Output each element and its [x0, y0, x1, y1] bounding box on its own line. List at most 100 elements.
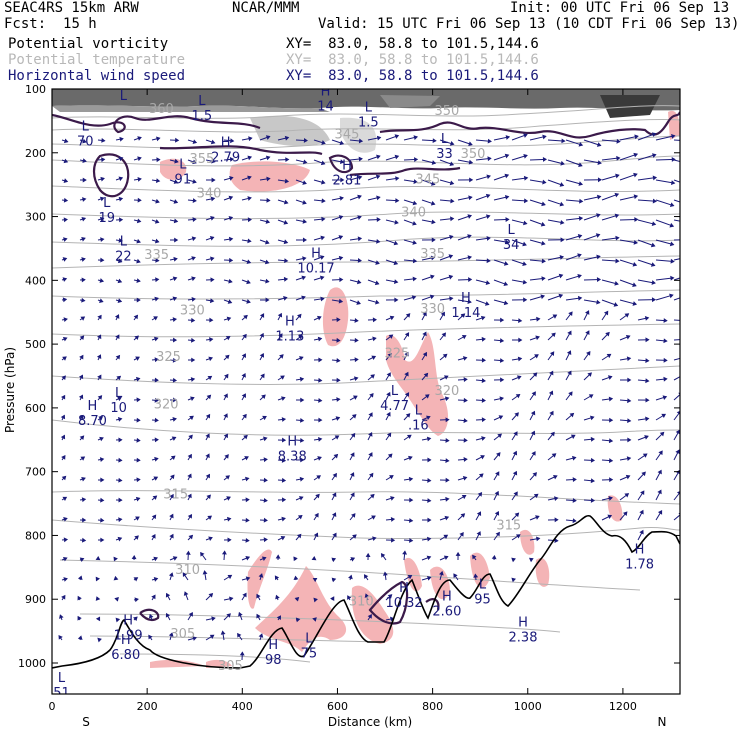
- wind-vector-head: [192, 179, 197, 184]
- wind-vector-head: [371, 355, 377, 360]
- wind-vector-head: [467, 214, 473, 219]
- wind-vector-head: [402, 550, 408, 555]
- wind-vector-head: [577, 253, 582, 258]
- wind-vector-head: [118, 477, 123, 483]
- wind-vector-head: [153, 316, 158, 321]
- wind-vector-head: [633, 172, 638, 178]
- wind-vector-head: [499, 338, 505, 343]
- wind-vector-head: [354, 318, 359, 323]
- wind-vector-head: [302, 200, 307, 205]
- wind-vector-head: [205, 473, 210, 479]
- wind-vector-head: [422, 311, 427, 317]
- wind-vector-head: [616, 155, 621, 161]
- wind-vector-head: [331, 577, 337, 583]
- wind-vector-head: [511, 557, 516, 563]
- wind-vector-head: [263, 517, 268, 523]
- wind-vector-head: [431, 160, 437, 165]
- wind-vector-head: [632, 301, 638, 306]
- wind-vector-head: [404, 371, 409, 377]
- theta-label: 320: [434, 384, 459, 399]
- wind-vector-head: [468, 159, 474, 165]
- wind-vector-head: [115, 334, 120, 340]
- extremum-symbol: H: [268, 638, 278, 653]
- wind-vector-head: [625, 474, 631, 480]
- theta-label: 325: [156, 350, 181, 365]
- wind-vector-head: [173, 199, 179, 204]
- wind-vector-head: [311, 556, 317, 561]
- forecast-hour: Fcst: 15 h: [4, 16, 97, 32]
- wind-vector-head: [380, 553, 386, 558]
- wind-vector-head: [439, 570, 444, 576]
- wind-vector-head: [284, 258, 289, 264]
- wind-vector-head: [609, 417, 614, 423]
- wind-vector-head: [282, 437, 287, 443]
- wind-vector-head: [118, 238, 123, 243]
- wind-vector-head: [136, 278, 141, 283]
- theta-label: 360: [149, 102, 174, 117]
- wind-vector-head: [476, 511, 482, 517]
- wind-vector-head: [578, 216, 584, 221]
- wind-vector-head: [63, 178, 69, 183]
- wind-vector: [655, 158, 675, 161]
- wind-vector: [673, 139, 680, 141]
- wind-vector-head: [652, 198, 657, 204]
- wind-vector-head: [541, 258, 546, 264]
- wind-vector-head: [596, 142, 602, 147]
- wind-vector-head: [100, 257, 105, 263]
- wind-vector-head: [394, 154, 400, 160]
- wind-vector-head: [551, 453, 557, 458]
- wind-vector-head: [357, 175, 363, 180]
- wind-vector-head: [499, 396, 504, 402]
- wind-vector-head: [663, 338, 668, 344]
- wind-vector-head: [187, 453, 192, 459]
- wind-vector-head: [615, 235, 620, 241]
- wind-vector-head: [375, 299, 380, 305]
- wind-vector-head: [281, 477, 287, 483]
- wind-vector-head: [532, 372, 538, 378]
- wind-vector-head: [338, 215, 344, 220]
- wind-vector-head: [689, 255, 692, 258]
- wind-vector-head: [211, 177, 216, 183]
- wind-vector-head: [245, 517, 250, 523]
- wind-vector-head: [368, 472, 374, 478]
- wind-vector-head: [312, 617, 317, 622]
- wind-vector-head: [227, 537, 232, 543]
- wind-vector-head: [585, 310, 590, 315]
- wind-vector-head: [386, 411, 391, 417]
- x-tick-label: 0: [49, 700, 56, 713]
- extremum-symbol: H: [311, 246, 321, 261]
- wind-vector-head: [100, 176, 105, 182]
- wind-vector-head: [136, 477, 141, 483]
- y-tick-label: 200: [25, 147, 46, 160]
- wind-vector-head: [242, 592, 247, 598]
- wind-vector-head: [524, 198, 529, 204]
- wind-vector-head: [404, 351, 409, 357]
- wind-vector-head: [228, 195, 234, 201]
- wind-vector-head: [450, 198, 455, 204]
- extremum-symbol: H: [442, 589, 452, 604]
- wind-vector-head: [389, 475, 394, 480]
- wind-vector-head: [226, 496, 231, 501]
- extremum-symbol: L: [115, 386, 123, 401]
- wind-vector-head: [551, 332, 556, 338]
- wind-vector-head: [376, 195, 381, 201]
- wind-vector-head: [332, 532, 337, 538]
- wind-vector-head: [432, 138, 437, 144]
- wind-vector-head: [317, 456, 322, 461]
- wind-vector-head: [595, 233, 601, 238]
- wind-vector-head: [657, 489, 662, 495]
- wind-vector-head: [283, 239, 289, 245]
- wind-vector-head: [606, 353, 612, 359]
- theta-label: 345: [335, 128, 360, 143]
- wind-vector-head: [247, 217, 252, 223]
- wind-vector-head: [58, 634, 63, 640]
- wind-vector-head: [671, 157, 676, 162]
- wind-vector-head: [61, 375, 66, 381]
- wind-vector-head: [472, 554, 477, 560]
- wind-vector-head: [350, 452, 355, 458]
- wind-vector-head: [263, 436, 268, 442]
- wind-vector-head: [62, 297, 68, 303]
- wind-vector-head: [535, 536, 541, 542]
- wind-vector-head: [389, 616, 395, 622]
- wind-vector-head: [170, 455, 176, 460]
